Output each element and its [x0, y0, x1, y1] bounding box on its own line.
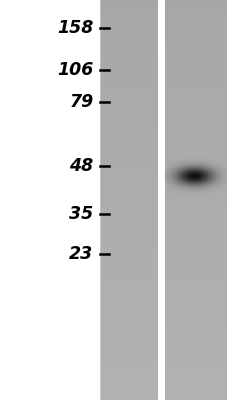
Text: 48: 48 — [69, 157, 93, 175]
Text: 106: 106 — [57, 61, 93, 79]
Text: 79: 79 — [69, 93, 93, 111]
Text: 23: 23 — [69, 245, 93, 263]
Text: 35: 35 — [69, 205, 93, 223]
Text: 158: 158 — [57, 19, 93, 37]
